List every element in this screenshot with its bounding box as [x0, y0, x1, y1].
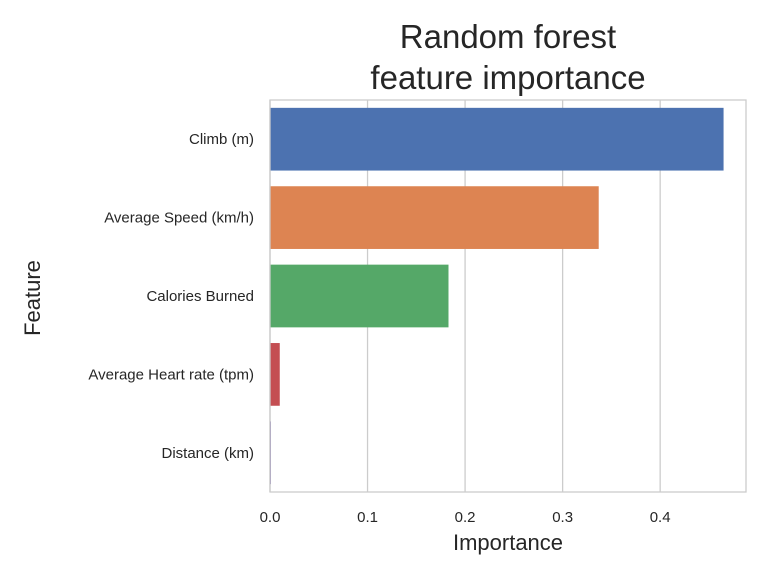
y-tick-label: Climb (m) — [189, 131, 254, 148]
bar — [270, 186, 599, 249]
y-tick-label: Average Speed (km/h) — [104, 210, 254, 227]
bars — [270, 107, 724, 485]
bar — [270, 264, 449, 328]
bar — [270, 343, 280, 406]
chart-title-line-2: feature importance — [370, 59, 645, 96]
y-tick-label: Distance (km) — [161, 445, 254, 462]
y-tick-labels: Climb (m) Average Speed (km/h) Calories Bu… — [88, 131, 254, 462]
x-tick-label: 0.1 — [357, 509, 378, 526]
x-tick-label: 0.0 — [260, 509, 281, 526]
x-tick-labels: 0.0 0.1 0.2 0.3 0.4 — [260, 509, 671, 526]
y-tick-label: Average Heart rate (tpm) — [88, 366, 254, 383]
bar — [270, 107, 724, 171]
y-axis-label: Feature — [20, 260, 45, 336]
y-tick-label: Calories Burned — [146, 288, 254, 305]
x-tick-label: 0.2 — [455, 509, 476, 526]
plot-area-frame — [269, 99, 747, 493]
chart-title-line-1: Random forest — [400, 18, 616, 55]
x-tick-label: 0.4 — [650, 509, 671, 526]
x-tick-label: 0.3 — [552, 509, 573, 526]
x-axis-label: Importance — [453, 530, 563, 555]
